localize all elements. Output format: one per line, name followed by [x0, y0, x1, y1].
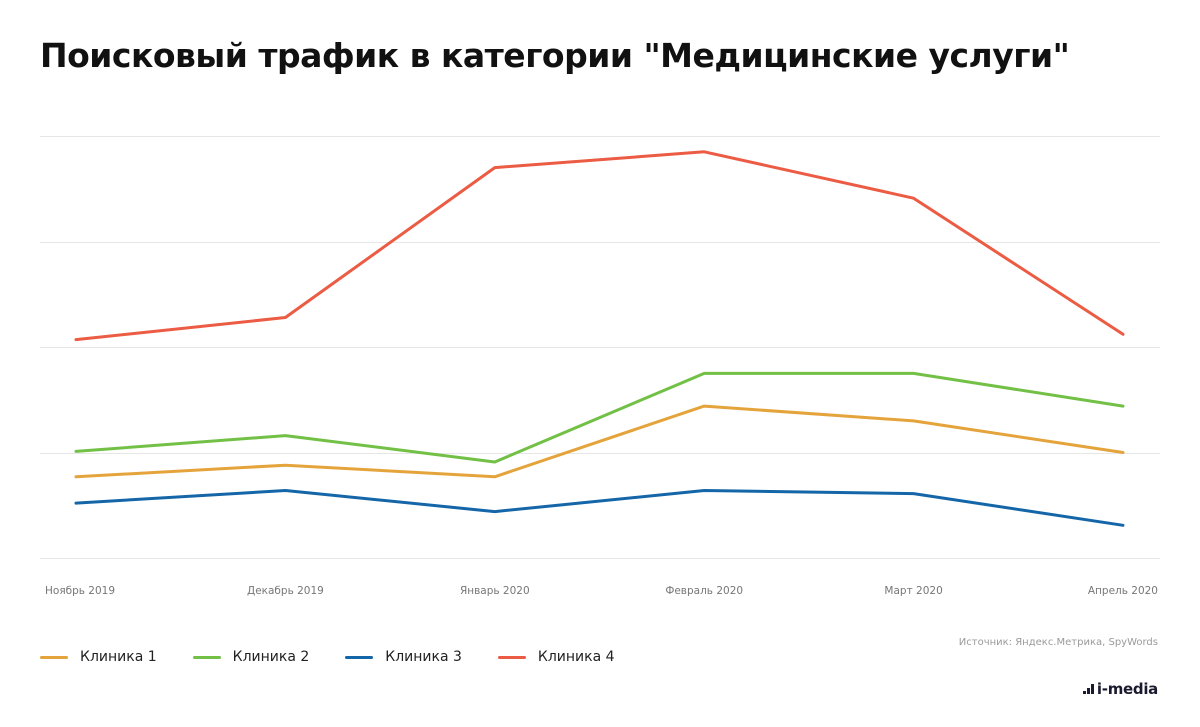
legend-item-clinic-1: Клиника 1: [40, 649, 157, 665]
chart-title: Поисковый трафик в категории "Медицински…: [40, 36, 1070, 75]
logo-text: i-media: [1096, 680, 1158, 698]
logo-mark-icon: [1082, 684, 1094, 694]
brand-logo: i-media: [1082, 680, 1158, 698]
series-line-clinic-1: [74, 404, 1125, 479]
x-tick-label: Ноябрь 2019: [45, 585, 115, 597]
x-tick-label: Март 2020: [884, 585, 942, 597]
legend-label: Клиника 2: [232, 649, 310, 665]
series-line-clinic-2: [74, 371, 1125, 464]
x-tick-label: Февраль 2020: [665, 585, 743, 597]
x-tick-label: Декабрь 2019: [247, 585, 324, 597]
legend-swatch: [40, 655, 68, 659]
legend: Клиника 1 Клиника 2 Клиника 3 Клиника 4: [40, 649, 651, 665]
legend-swatch: [192, 655, 221, 659]
legend-item-clinic-3: Клиника 3: [345, 649, 462, 665]
x-tick-label: Январь 2020: [460, 585, 530, 597]
series-line-clinic-3: [74, 489, 1125, 527]
legend-swatch: [497, 655, 526, 659]
legend-label: Клиника 4: [537, 649, 615, 665]
legend-swatch: [345, 655, 374, 659]
legend-label: Клиника 3: [385, 649, 462, 665]
legend-item-clinic-4: Клиника 4: [497, 649, 615, 665]
x-tick-label: Апрель 2020: [1088, 585, 1158, 597]
source-note: Источник: Яндекс.Метрика, SpyWords: [958, 637, 1158, 648]
legend-label: Клиника 1: [80, 649, 157, 665]
legend-item-clinic-2: Клиника 2: [192, 649, 310, 665]
series-line-clinic-4: [74, 150, 1125, 342]
